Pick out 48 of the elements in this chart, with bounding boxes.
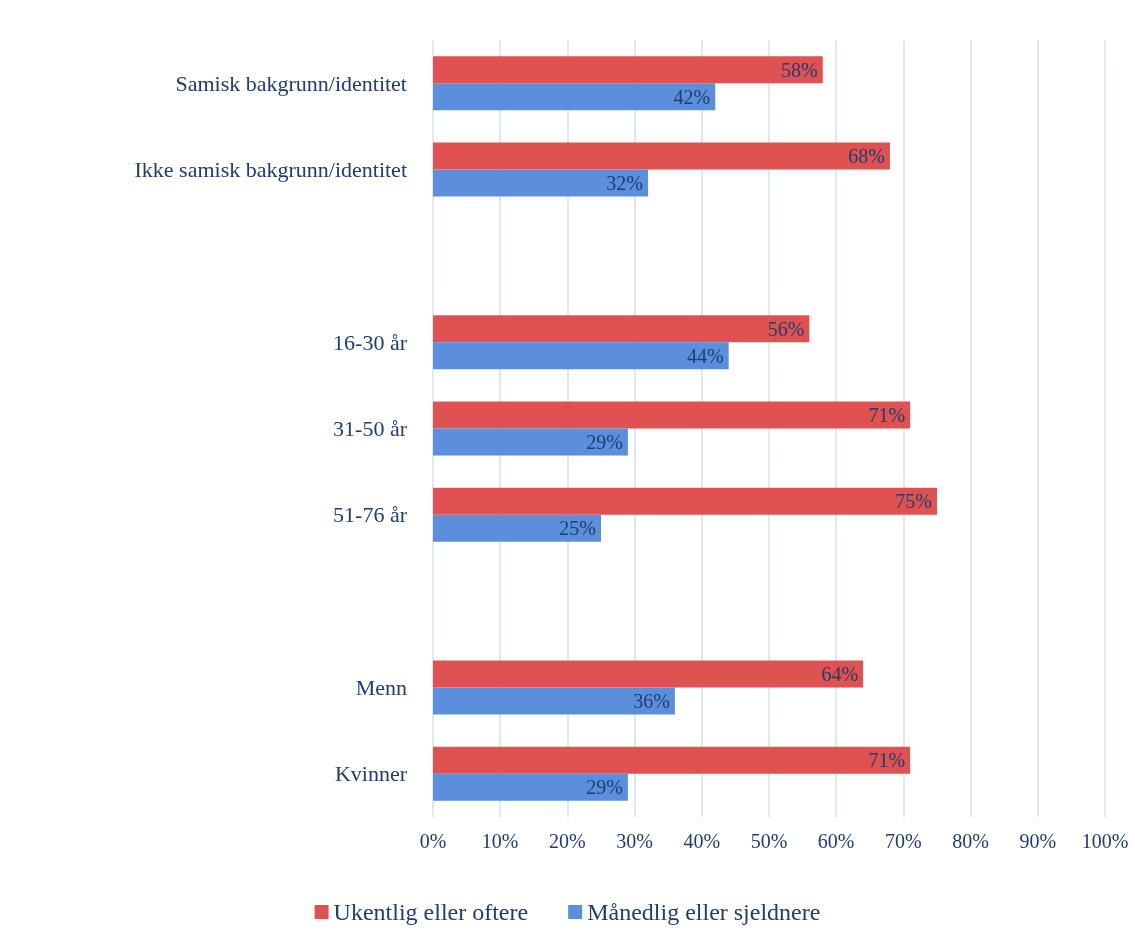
data-label: 71% <box>868 404 906 426</box>
data-label: 32% <box>606 172 644 194</box>
data-label: 56% <box>767 317 805 340</box>
x-tick-label: 50% <box>750 830 788 852</box>
x-tick-label: 70% <box>885 830 922 852</box>
bar <box>433 514 601 542</box>
data-label: 29% <box>586 776 623 799</box>
x-tick-label: 20% <box>549 830 586 852</box>
x-tick-label: 10% <box>481 830 519 852</box>
x-tick-label: 100% <box>1081 830 1129 852</box>
y-tick-label: Kvinner <box>334 761 408 787</box>
y-tick-label: 31-50 år <box>333 416 408 441</box>
bar <box>433 487 937 515</box>
bar <box>433 401 911 429</box>
legend-label: Ukentlig eller oftere <box>333 899 529 925</box>
bar <box>433 169 649 197</box>
legend-label: Månedlig eller sjeldnere <box>587 899 821 925</box>
data-label: 68% <box>848 145 885 167</box>
data-label: 71% <box>868 749 906 772</box>
x-tick-label: 0% <box>419 830 447 852</box>
data-label: 42% <box>673 85 711 108</box>
y-tick-label: Menn <box>355 675 407 700</box>
x-tick-label: 90% <box>1019 830 1057 852</box>
data-label: 58% <box>781 58 818 81</box>
bar <box>433 660 864 688</box>
bar <box>433 428 628 456</box>
bar <box>433 773 628 801</box>
data-label: 29% <box>586 431 623 453</box>
x-tick-label: 60% <box>817 830 855 852</box>
x-tick-label: 30% <box>616 830 653 852</box>
data-label: 64% <box>821 663 859 685</box>
bar <box>433 83 716 111</box>
data-label: 25% <box>559 517 596 540</box>
x-tick-label: 40% <box>683 830 721 852</box>
y-tick-label: 16-30 år <box>333 329 408 355</box>
data-label: 75% <box>895 490 932 513</box>
data-label: 36% <box>633 690 670 712</box>
y-tick-label: 51-76 år <box>333 502 408 528</box>
bar <box>433 746 911 774</box>
x-tick-label: 80% <box>952 830 989 852</box>
bar <box>433 142 890 170</box>
bar <box>433 315 810 343</box>
bar <box>433 342 729 370</box>
y-tick-label: Ikke samisk bakgrunn/identitet <box>134 157 407 182</box>
bar <box>433 56 823 84</box>
y-tick-label: Samisk bakgrunn/identitet <box>175 70 407 96</box>
data-label: 44% <box>687 344 724 367</box>
bar <box>433 687 675 715</box>
